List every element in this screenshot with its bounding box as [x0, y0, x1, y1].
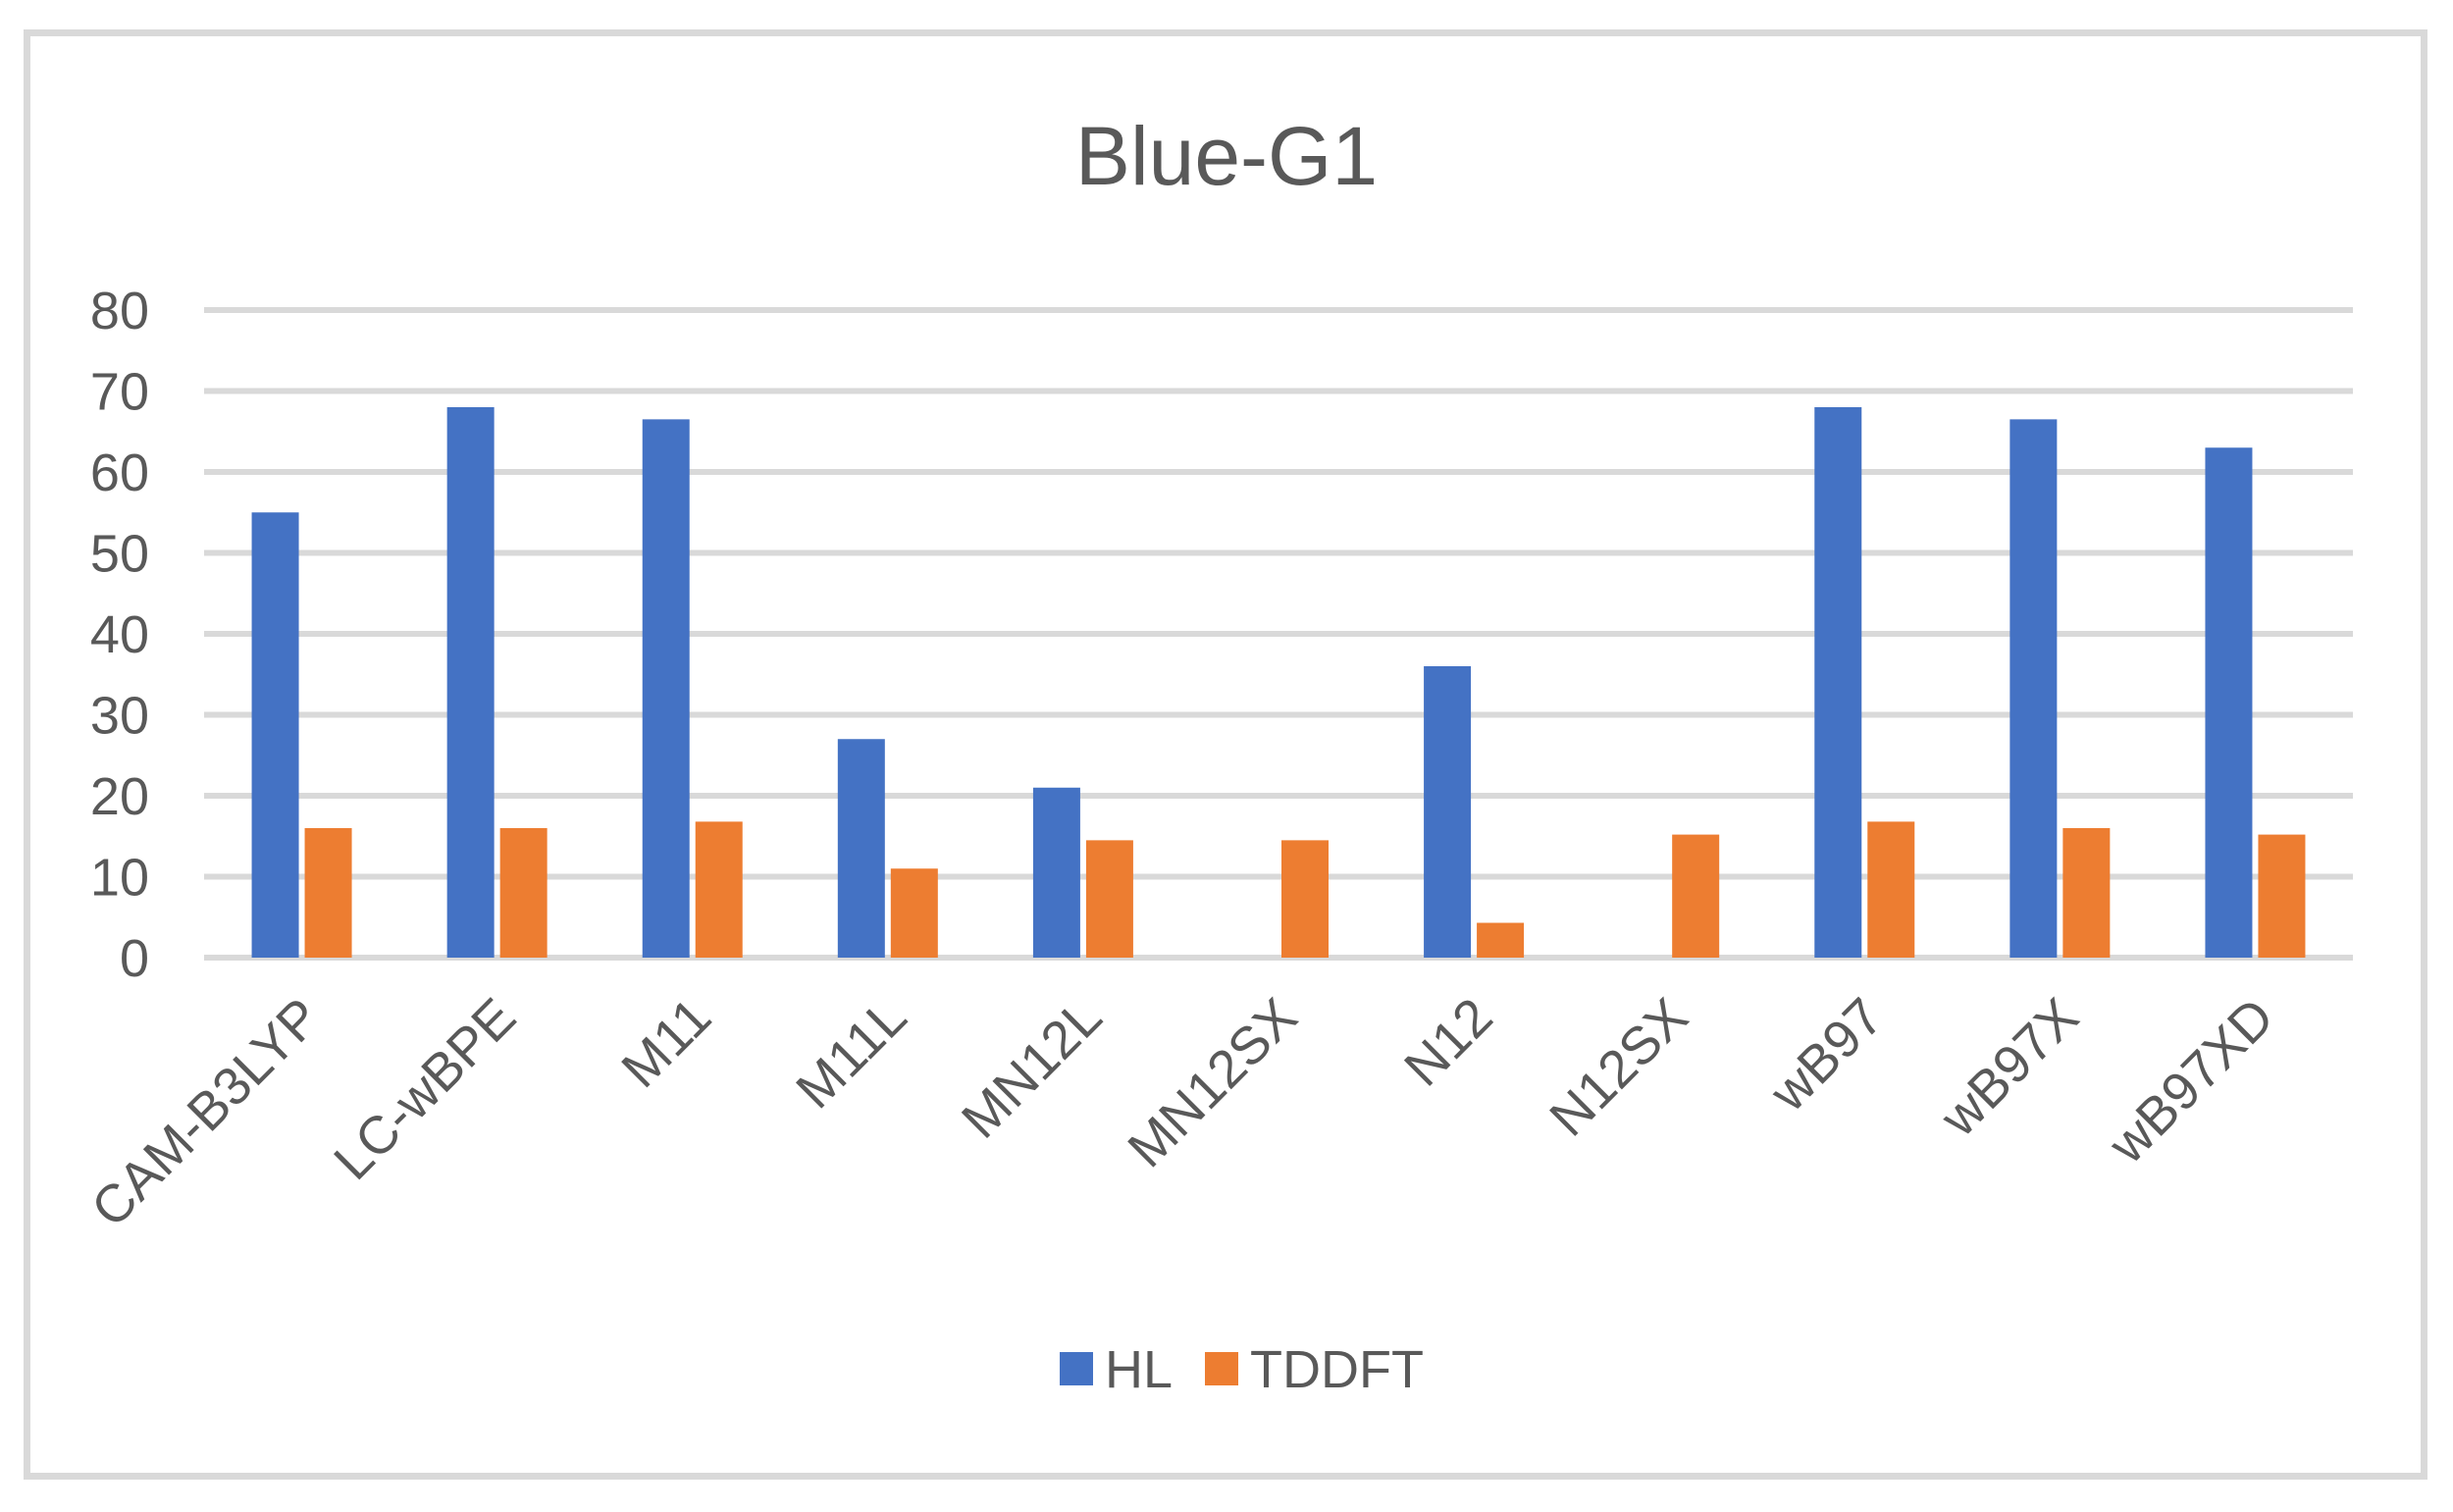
- bar-tddft-mn12l: [1085, 840, 1133, 958]
- legend: HL TDDFT: [1060, 1340, 1424, 1399]
- bar-tddft-n12: [1477, 922, 1525, 958]
- bars: [251, 407, 2306, 958]
- x-category-label: N12: [1393, 987, 1503, 1097]
- bar-hl-m11l: [837, 739, 885, 958]
- gridlines: [204, 307, 2353, 961]
- x-category-label: wB97XD: [2097, 987, 2285, 1175]
- bar-hl-wb97: [1814, 407, 1862, 958]
- x-category-label: LC-wBPE: [323, 987, 527, 1191]
- bar-tddft-cam-b3lyp: [304, 828, 352, 958]
- bar-tddft-n12sx: [1672, 834, 1720, 958]
- y-tick-label: 80: [90, 282, 149, 340]
- x-category-label: wB97: [1758, 987, 1895, 1123]
- y-tick-label: 40: [90, 605, 149, 664]
- x-category-label: MN12SX: [1117, 987, 1308, 1178]
- x-category-label: MN12L: [951, 987, 1114, 1150]
- y-tick-label: 70: [90, 363, 149, 422]
- bar-tddft-mn12sx: [1281, 840, 1329, 958]
- bar-tddft-wb97xd: [2258, 834, 2306, 958]
- x-category-label: N12SX: [1539, 987, 1698, 1147]
- x-category-label: M11L: [785, 987, 917, 1120]
- y-tick-label: 60: [90, 443, 149, 502]
- bar-hl-wb97x: [2009, 419, 2058, 958]
- y-tick-label: 30: [90, 687, 149, 746]
- bar-hl-m11: [642, 419, 690, 958]
- x-category-label: M11: [610, 987, 722, 1099]
- y-tick-label: 20: [90, 767, 149, 826]
- x-category-label: CAM-B3LYP: [80, 987, 332, 1238]
- legend-label-hl: HL: [1105, 1340, 1173, 1399]
- legend-swatch-tddft: [1205, 1352, 1238, 1385]
- y-axis-ticks: 0 10 20 30 40 50 60 70 80: [90, 282, 149, 988]
- legend-label-tddft: TDDFT: [1250, 1340, 1424, 1399]
- chart-title: Blue-G1: [1075, 110, 1378, 202]
- bar-hl-lc-wbpe: [446, 407, 495, 958]
- legend-swatch-hl: [1060, 1352, 1093, 1385]
- bar-tddft-wb97x: [2062, 828, 2111, 958]
- bar-tddft-m11l: [890, 868, 938, 958]
- bar-tddft-wb97: [1867, 821, 1915, 958]
- y-tick-label: 0: [120, 929, 149, 988]
- bar-hl-wb97xd: [2205, 447, 2253, 958]
- x-category-label: wB97X: [1929, 987, 2090, 1148]
- bar-hl-cam-b3lyp: [251, 512, 299, 958]
- bar-tddft-m11: [695, 821, 743, 958]
- y-tick-label: 10: [90, 849, 149, 908]
- y-tick-label: 50: [90, 525, 149, 584]
- bar-hl-n12: [1424, 666, 1472, 958]
- bar-hl-mn12l: [1032, 787, 1080, 958]
- bar-tddft-lc-wbpe: [499, 828, 548, 958]
